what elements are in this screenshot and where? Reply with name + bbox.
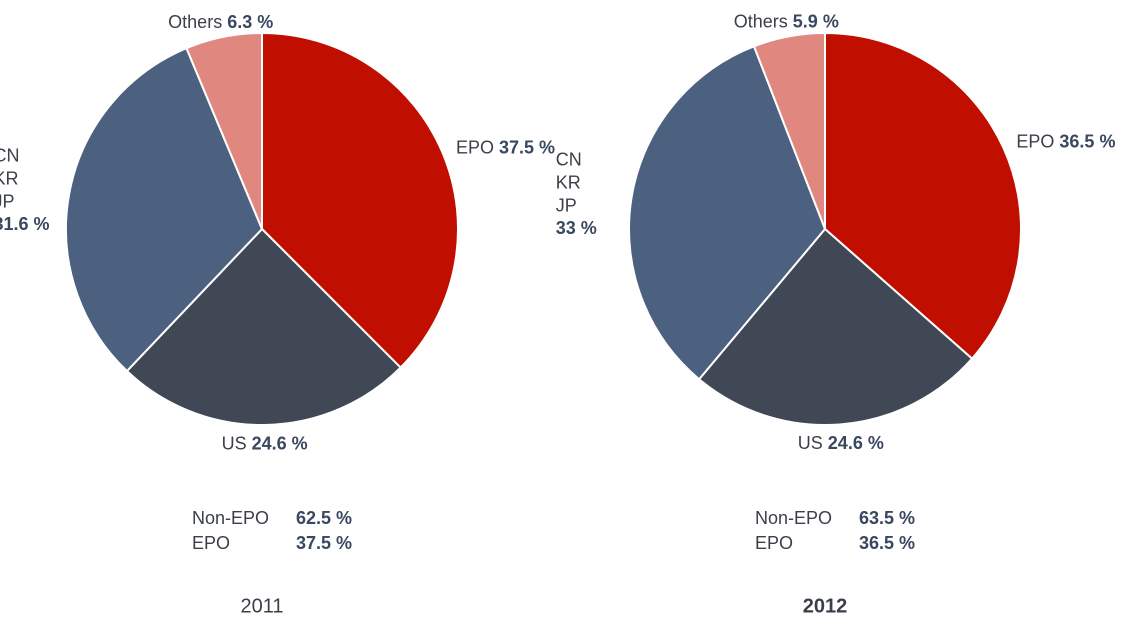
slice-label: EPO xyxy=(456,137,494,157)
summary-label: Non-EPO xyxy=(192,508,269,528)
pie-slice xyxy=(65,46,264,373)
slice-label: Others xyxy=(168,12,222,32)
slice-value: 5.9 % xyxy=(793,11,839,31)
slice-value: 33 % xyxy=(556,218,597,238)
summary-value: 37.5 % xyxy=(296,533,352,553)
pie-slice xyxy=(752,31,826,230)
slice-label: US xyxy=(798,433,823,453)
slice-value: 36.5 % xyxy=(1059,131,1115,151)
label-line: JP xyxy=(556,195,577,215)
pie-slice xyxy=(628,45,827,381)
label-line: JP xyxy=(0,191,14,211)
summary-value: 63.5 % xyxy=(859,508,915,528)
slice-label: CN KR JP xyxy=(556,149,582,215)
slice-value: 24.6 % xyxy=(252,434,308,454)
pie-slice xyxy=(125,227,403,426)
slice-label: EPO xyxy=(1016,131,1054,151)
slice-value: 6.3 % xyxy=(227,12,273,32)
slice-value: 37.5 % xyxy=(499,137,555,157)
chart-title: 2011 xyxy=(240,595,283,617)
label-line: CN xyxy=(0,145,19,165)
summary-label: EPO xyxy=(192,533,230,553)
label-line: CN xyxy=(556,149,582,169)
slice-label: US xyxy=(222,434,247,454)
summary-label: EPO xyxy=(755,533,793,553)
label-line: KR xyxy=(556,172,581,192)
summary-label: Non-EPO xyxy=(755,508,832,528)
chart-title: 2012 xyxy=(803,595,848,617)
label-line: KR xyxy=(0,168,18,188)
summary-value: 62.5 % xyxy=(296,508,352,528)
pie-slice xyxy=(697,227,974,426)
slice-value: 24.6 % xyxy=(828,433,884,453)
pie-slice xyxy=(261,31,459,370)
pie-slice xyxy=(185,31,263,230)
slice-value: 31.6 % xyxy=(0,214,50,234)
slice-label: CN KR JP xyxy=(0,145,19,211)
summary-value: 36.5 % xyxy=(859,533,915,553)
pie-slice xyxy=(824,31,1022,361)
slice-label: Others xyxy=(734,11,788,31)
